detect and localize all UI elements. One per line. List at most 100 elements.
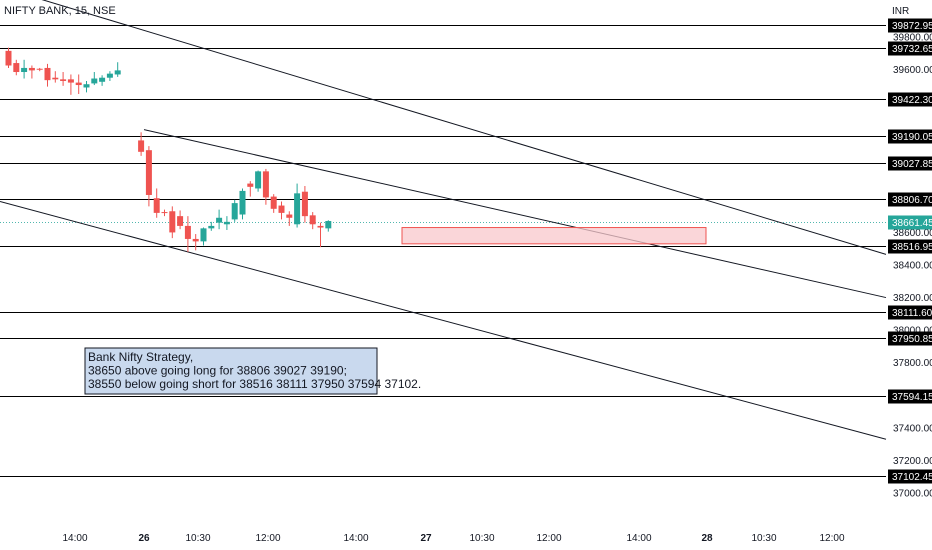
current-price-label-bg bbox=[888, 215, 932, 230]
x-tick-label: 12:00 bbox=[536, 533, 561, 544]
candle bbox=[223, 216, 230, 230]
level-label-bg bbox=[888, 92, 932, 107]
candle bbox=[255, 170, 262, 192]
candle-body bbox=[13, 63, 20, 73]
candle-body bbox=[161, 212, 168, 214]
candle-body bbox=[255, 171, 262, 189]
candle-body bbox=[177, 216, 184, 226]
candle bbox=[239, 188, 246, 220]
candle bbox=[208, 221, 215, 231]
target-zone[interactable] bbox=[401, 227, 707, 245]
candle-body bbox=[317, 225, 324, 228]
level-label: 38516.95 bbox=[892, 242, 932, 253]
candle bbox=[91, 72, 98, 86]
candle-body bbox=[192, 238, 199, 242]
current-price-label: 38661.45 bbox=[892, 218, 932, 229]
candle-body bbox=[325, 221, 332, 229]
candle bbox=[28, 65, 35, 79]
candle bbox=[270, 194, 277, 213]
candle-body bbox=[270, 196, 277, 209]
candle-body bbox=[169, 211, 176, 233]
candle-body bbox=[216, 217, 223, 223]
candle bbox=[106, 71, 113, 81]
level-label-bg bbox=[888, 239, 932, 254]
candle-body bbox=[21, 67, 28, 73]
candle bbox=[192, 234, 199, 251]
candle bbox=[52, 71, 59, 83]
candle bbox=[145, 146, 152, 207]
zone-rect bbox=[401, 227, 707, 245]
candle-body bbox=[28, 67, 35, 71]
candle-body bbox=[75, 82, 82, 86]
y-tick-label: 38400.00 bbox=[893, 261, 932, 272]
x-tick-label: 10:30 bbox=[469, 533, 494, 544]
candle bbox=[83, 80, 90, 93]
candle bbox=[5, 47, 12, 68]
note-box bbox=[84, 347, 378, 395]
candle bbox=[231, 199, 238, 222]
trendline bbox=[143, 129, 887, 299]
candle bbox=[169, 206, 176, 239]
candle bbox=[21, 59, 28, 79]
candle-body bbox=[239, 190, 246, 215]
level-label-bg bbox=[888, 305, 932, 320]
x-tick-label: 14:00 bbox=[343, 533, 368, 544]
candle bbox=[161, 209, 168, 217]
candle bbox=[309, 212, 316, 230]
y-tick-label: 38200.00 bbox=[893, 293, 932, 304]
level-label-bg bbox=[888, 192, 932, 207]
level-label-bg bbox=[888, 18, 932, 33]
candle bbox=[44, 63, 51, 87]
level-lines bbox=[0, 25, 886, 477]
candle bbox=[184, 216, 191, 252]
candle bbox=[247, 181, 254, 197]
candle bbox=[317, 222, 324, 248]
candle bbox=[13, 59, 20, 76]
price-axis[interactable]: 39800.00 39600.00 38600.00 38400.00 38200.00… bbox=[888, 18, 932, 500]
candle-body bbox=[286, 214, 293, 218]
candle bbox=[75, 74, 82, 94]
x-tick-label: 14:00 bbox=[626, 533, 651, 544]
candle-body bbox=[44, 67, 51, 81]
candle bbox=[36, 67, 43, 72]
candle-body bbox=[114, 70, 121, 75]
candles bbox=[5, 47, 332, 252]
candle bbox=[278, 201, 285, 220]
note-line: Bank Nifty Strategy, bbox=[88, 350, 193, 364]
candle-body bbox=[99, 77, 106, 82]
candle-body bbox=[309, 215, 316, 225]
candle-body bbox=[200, 228, 207, 242]
candle-body bbox=[208, 225, 215, 229]
x-tick-label: 10:30 bbox=[185, 533, 210, 544]
candle bbox=[67, 74, 74, 95]
trendline bbox=[41, 0, 887, 255]
y-tick-label: 37800.00 bbox=[893, 358, 932, 369]
candle bbox=[114, 62, 121, 77]
x-tick-label: 10:30 bbox=[751, 533, 776, 544]
level-label: 37102.45 bbox=[892, 472, 932, 483]
level-label-bg bbox=[888, 469, 932, 484]
level-label: 39872.95 bbox=[892, 21, 932, 32]
candle-body bbox=[67, 79, 74, 83]
x-tick-label: 14:00 bbox=[62, 533, 87, 544]
level-label: 38111.60 bbox=[892, 308, 932, 319]
candle bbox=[99, 75, 106, 86]
level-label-bg bbox=[888, 331, 932, 346]
candle-body bbox=[145, 150, 152, 195]
chart-title: NIFTY BANK, 15, NSE bbox=[4, 5, 116, 17]
level-label-bg bbox=[888, 41, 932, 56]
currency-label: INR bbox=[892, 6, 909, 17]
level-label: 39732.65 bbox=[892, 44, 932, 55]
candle-body bbox=[301, 191, 308, 217]
level-label: 39027.85 bbox=[892, 159, 932, 170]
candle-body bbox=[83, 84, 90, 88]
strategy-note[interactable]: Bank Nifty Strategy,38650 above going lo… bbox=[84, 347, 421, 395]
candle-body bbox=[106, 73, 113, 78]
candle-body bbox=[138, 140, 145, 152]
level-label: 38806.70 bbox=[892, 195, 932, 206]
y-tick-label: 39600.00 bbox=[893, 65, 932, 76]
note-line: 38650 above going long for 38806 39027 3… bbox=[88, 364, 347, 378]
time-axis[interactable]: 14:00 26 10:30 12:00 14:00 27 10:30 12:00 14:00 2… bbox=[62, 533, 844, 544]
